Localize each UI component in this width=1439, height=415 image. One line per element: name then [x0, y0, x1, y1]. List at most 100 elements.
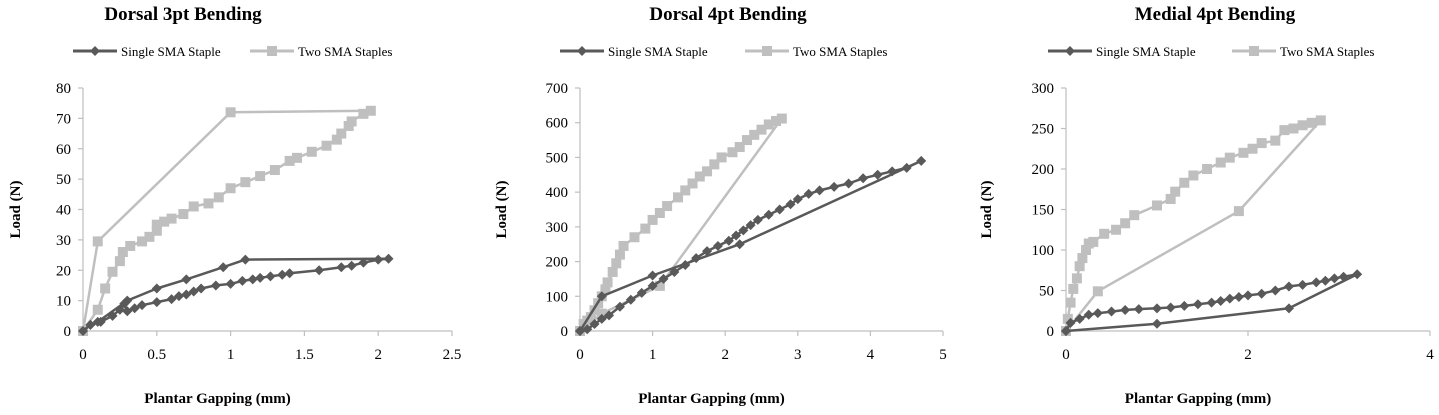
- data-point: [122, 295, 133, 306]
- data-point: [117, 247, 128, 258]
- data-point: [1352, 269, 1363, 280]
- data-point: [225, 278, 236, 289]
- data-point: [803, 188, 814, 199]
- data-point: [647, 270, 658, 281]
- data-point: [159, 216, 170, 227]
- data-point: [774, 204, 785, 215]
- data-point: [188, 286, 199, 297]
- data-point: [114, 304, 125, 315]
- data-point: [269, 165, 280, 176]
- data-point: [709, 159, 720, 170]
- data-point: [1224, 152, 1235, 163]
- data-point: [1092, 308, 1103, 319]
- data-point: [1152, 303, 1162, 314]
- data-point: [611, 258, 622, 269]
- data-point: [614, 249, 625, 260]
- y-tick-label: 100: [1032, 243, 1055, 259]
- data-point: [1243, 290, 1253, 301]
- data-point: [1247, 143, 1258, 154]
- data-point: [373, 254, 384, 265]
- data-point: [1106, 306, 1117, 317]
- data-point: [785, 199, 796, 210]
- data-point: [1279, 125, 1290, 136]
- data-point: [178, 209, 189, 220]
- data-point: [346, 260, 357, 271]
- data-point: [1320, 275, 1331, 286]
- data-point: [181, 289, 192, 300]
- data-point: [575, 326, 585, 336]
- data-point: [585, 312, 596, 323]
- chart-title: Dorsal 3pt Bending: [104, 4, 262, 25]
- data-point: [346, 116, 357, 127]
- y-axis-title: Load (N): [979, 181, 995, 239]
- x-tick-label: 0.5: [147, 347, 166, 363]
- data-point: [358, 257, 369, 268]
- data-point: [196, 283, 207, 294]
- data-point: [284, 155, 295, 166]
- data-point: [1206, 297, 1217, 308]
- data-point: [712, 240, 723, 251]
- data-point: [1270, 135, 1281, 146]
- legend-marker: [1249, 46, 1259, 56]
- data-point: [1256, 288, 1267, 299]
- data-point: [1129, 210, 1140, 221]
- data-point: [107, 266, 118, 277]
- data-point: [225, 183, 236, 194]
- data-point: [1311, 277, 1322, 288]
- data-point: [680, 260, 691, 271]
- data-point: [1283, 281, 1294, 292]
- data-point: [1088, 236, 1099, 247]
- data-point: [702, 246, 713, 257]
- x-tick-label: 1: [649, 347, 657, 363]
- data-point: [78, 326, 88, 336]
- data-point: [181, 274, 192, 285]
- data-point: [1215, 157, 1226, 168]
- data-point: [129, 303, 140, 314]
- data-point: [125, 240, 136, 251]
- data-point: [887, 166, 898, 177]
- data-point: [752, 214, 763, 225]
- chart-title: Medial 4pt Bending: [1135, 4, 1296, 25]
- data-point: [1202, 164, 1213, 174]
- data-point: [240, 254, 251, 265]
- data-point: [771, 115, 782, 126]
- data-point: [741, 135, 752, 146]
- data-point: [166, 213, 177, 224]
- y-tick-label: 0: [561, 324, 569, 340]
- legend-label: Two SMA Staples: [298, 44, 392, 59]
- data-point: [1170, 186, 1181, 197]
- legend-marker: [267, 46, 277, 56]
- data-point: [814, 185, 825, 196]
- data-point: [702, 166, 713, 177]
- data-point: [1179, 177, 1190, 188]
- data-point: [114, 256, 125, 267]
- legend-label: Single SMA Staple: [1096, 44, 1196, 59]
- x-tick-label: 2.5: [443, 347, 462, 363]
- y-tick-label: 200: [546, 255, 569, 271]
- data-point: [647, 280, 658, 291]
- data-point: [1215, 296, 1226, 307]
- data-point: [218, 262, 229, 273]
- data-point: [731, 230, 742, 241]
- data-point: [1065, 297, 1076, 308]
- data-point: [1192, 299, 1203, 310]
- data-point: [716, 152, 727, 163]
- x-tick-label: 4: [867, 347, 875, 363]
- y-tick-label: 60: [56, 142, 71, 158]
- data-point: [137, 300, 148, 311]
- data-point: [321, 140, 332, 151]
- data-point: [107, 310, 118, 321]
- y-tick-label: 30: [56, 233, 71, 249]
- data-point: [589, 319, 600, 330]
- x-tick-label: 3: [794, 347, 802, 363]
- data-point: [100, 283, 111, 294]
- data-point: [872, 169, 883, 180]
- x-tick-label: 5: [939, 347, 947, 363]
- y-tick-label: 150: [1032, 203, 1055, 219]
- data-point: [662, 201, 673, 212]
- data-point: [365, 105, 376, 116]
- x-tick-label: 2: [721, 347, 729, 363]
- data-point: [1120, 218, 1131, 229]
- data-point: [614, 301, 625, 312]
- data-point: [284, 268, 295, 279]
